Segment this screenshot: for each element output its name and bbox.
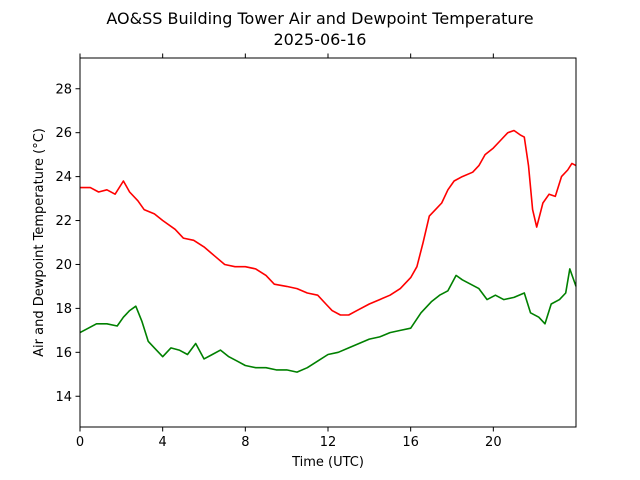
- y-tick-label-5: 24: [55, 170, 72, 185]
- y-tick-label-2: 18: [55, 302, 72, 317]
- x-tick-label-3: 12: [320, 435, 337, 450]
- y-tick-label-7: 28: [55, 82, 72, 97]
- x-tick-label-4: 16: [402, 435, 419, 450]
- series-line-air-temperature: [80, 129, 577, 316]
- y-tick-label-6: 26: [55, 126, 72, 141]
- chart-title: AO&SS Building Tower Air and Dewpoint Te…: [106, 9, 533, 28]
- x-tick-label-2: 8: [241, 435, 249, 450]
- x-tick-label-1: 4: [159, 435, 167, 450]
- y-tick-label-4: 22: [55, 214, 72, 229]
- series-layer: [79, 129, 577, 373]
- y-axis-label: Air and Dewpoint Temperature (°C): [32, 128, 47, 357]
- series-line-dewpoint-temperature: [79, 268, 577, 373]
- y-tick-label-1: 16: [55, 346, 72, 361]
- y-tick-label-3: 20: [55, 258, 72, 273]
- y-tick-label-0: 14: [55, 390, 72, 405]
- plot-frame: [79, 57, 577, 428]
- chart-subtitle: 2025-06-16: [274, 30, 367, 49]
- x-tick-label-5: 20: [485, 435, 502, 450]
- ticks-layer: 0 4 8 12 16 20 14 16 18 20 22 24 26 28: [55, 53, 502, 450]
- x-tick-label-0: 0: [76, 435, 84, 450]
- x-axis-label: Time (UTC): [291, 455, 364, 470]
